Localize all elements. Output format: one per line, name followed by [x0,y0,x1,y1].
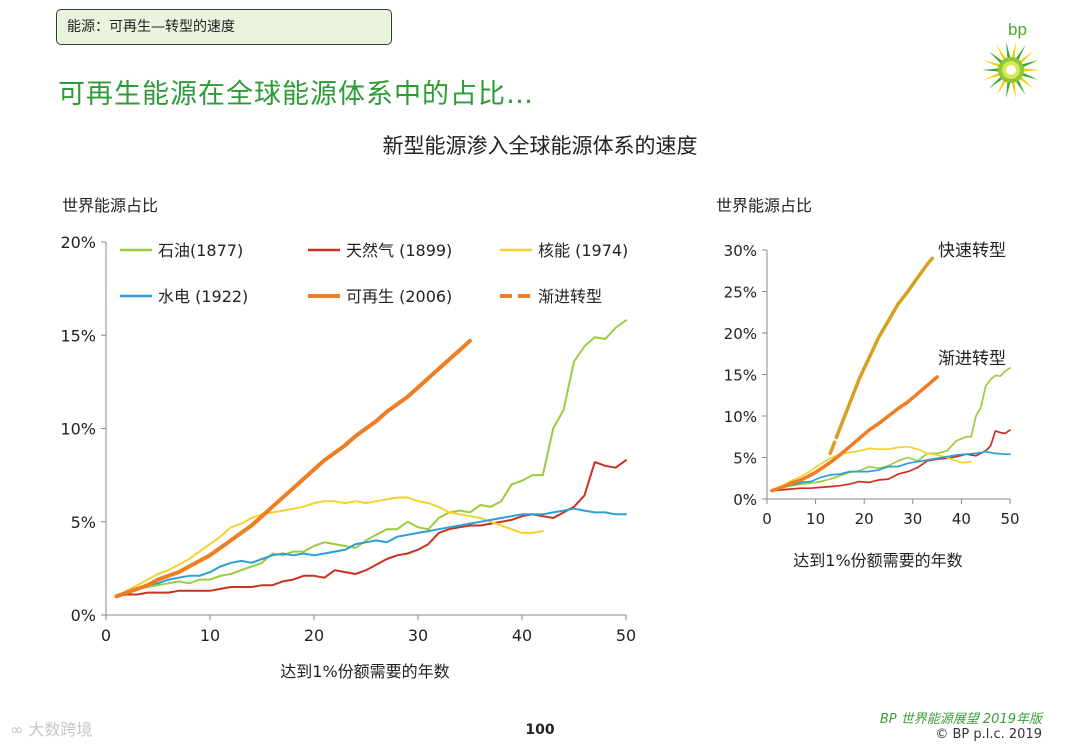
y-tick-label: 5% [71,513,96,532]
logo-ray [1011,81,1016,99]
y-tick-label: 10% [60,420,96,439]
logo-ray [1011,41,1016,59]
legend-label-gas: 天然气 (1899) [346,241,452,260]
x-tick-label: 20 [304,626,324,645]
x-tick-label: 10 [200,626,220,645]
logo-ray [1021,60,1039,68]
logo-ray [1015,44,1026,61]
logo-ray [1006,81,1011,99]
section-tag: 能源：可再生—转型的速度 [56,9,392,45]
series-line-gas [115,459,627,598]
legend-label-gradual: 渐进转型 [538,287,602,306]
x-tick-label: 40 [512,626,532,645]
bp-helios-logo [982,41,1040,99]
logo-ray [983,60,1001,68]
logo-ray [1022,68,1040,72]
logo-ray [988,76,1003,89]
logo-text: bp [1008,20,1027,39]
logo-ray [1019,51,1034,64]
logo-ray [996,44,1007,61]
legend-label-oil: 石油(1877) [158,241,243,260]
series-line-oil [115,319,627,598]
series-line-hydro [115,507,627,598]
watermark-icon: ∞ [10,720,29,739]
y-tick-label: 20% [60,233,96,252]
x-tick-label: 50 [616,626,636,645]
page-title: 可再生能源在全球能源体系中的占比… [58,79,534,110]
left-x-axis-label: 达到1%份额需要的年数 [280,662,449,681]
logo-ray [1015,79,1026,96]
legend-label-hydro: 水电 (1922) [158,287,248,306]
legend-label-nuclear: 核能 (1974) [538,241,628,260]
watermark: ∞ 大数跨境 [10,716,92,740]
y-tick-label: 0% [71,606,96,625]
y-tick-label: 15% [60,326,96,345]
x-tick-label: 30 [408,626,428,645]
series-line-renewables [114,338,472,599]
footer-brand: BP 世界能源展望 2019年版 [879,712,1042,727]
logo-ray [1021,72,1039,80]
legend-label-renewables: 可再生 (2006) [346,287,452,306]
logo-ray [988,51,1003,64]
watermark-text: 大数跨境 [28,720,93,739]
logo-ray [1019,76,1034,89]
logo-ray [982,68,1000,72]
logo-ray [996,79,1007,96]
logo-ray [983,72,1001,80]
left-y-axis-label: 世界能源占比 [62,196,158,215]
footer-copyright: © BP p.l.c. 2019 [935,727,1042,742]
page-number: 100 [525,722,555,738]
series-line-nuclear [115,496,544,598]
logo-ray [1006,41,1011,59]
x-tick-label: 0 [101,626,111,645]
chart-title: 新型能源渗入全球能源体系的速度 [382,134,698,158]
